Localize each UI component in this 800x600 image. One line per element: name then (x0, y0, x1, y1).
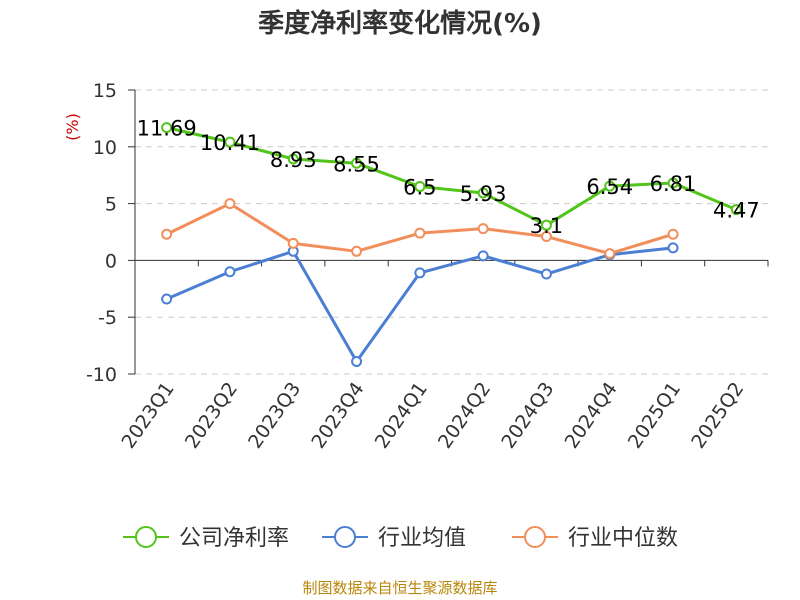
data-point (224, 266, 236, 278)
legend-swatch-marker (524, 526, 546, 548)
data-label: 8.55 (333, 152, 380, 176)
data-point (477, 223, 489, 235)
legend: 公司净利率 行业均值 行业中位数 (123, 526, 678, 551)
series-line-0 (166, 126, 737, 227)
data-point (477, 250, 489, 262)
legend-label: 公司净利率 (179, 526, 289, 551)
series-lines (161, 122, 742, 368)
data-point (540, 219, 552, 231)
data-label: 4.47 (713, 199, 760, 223)
legend-swatch-marker (334, 526, 356, 548)
data-point (414, 181, 426, 193)
data-point (667, 228, 679, 240)
y-axis-unit: (%) (63, 113, 82, 141)
data-point (540, 231, 552, 243)
data-point (540, 268, 552, 280)
data-point (477, 187, 489, 199)
x-tick-label: 2023Q1 (117, 378, 178, 452)
data-label: 6.81 (650, 172, 697, 196)
data-point (224, 136, 236, 148)
y-tick-label: 5 (105, 194, 117, 216)
y-tick-label: 15 (93, 80, 117, 102)
data-point (730, 204, 742, 216)
y-tick-label: -10 (86, 364, 117, 386)
data-point (351, 356, 363, 368)
data-point (604, 248, 616, 260)
source-note: 制图数据来自恒生聚源数据库 (302, 579, 497, 597)
data-point (161, 122, 173, 134)
data-point (604, 180, 616, 192)
data-point (414, 267, 426, 279)
data-label: 10.41 (200, 131, 260, 155)
legend-swatch-marker (135, 526, 157, 548)
x-tick-label: 2023Q4 (307, 378, 368, 452)
data-point (224, 198, 236, 210)
data-label: 6.54 (586, 175, 633, 199)
chart-title: 季度净利率变化情况(%) (258, 8, 542, 39)
data-label: 3.1 (530, 214, 563, 238)
data-point (287, 237, 299, 249)
y-tick-label: 0 (105, 250, 117, 272)
x-tick-label: 2024Q2 (434, 378, 495, 452)
legend-label: 行业均值 (378, 526, 466, 551)
data-point (667, 242, 679, 254)
x-tick-label: 2024Q1 (371, 378, 432, 452)
x-tick-label: 2024Q4 (561, 378, 622, 452)
data-point (351, 245, 363, 257)
data-point (161, 293, 173, 305)
data-label: 5.93 (460, 182, 507, 206)
data-point (161, 228, 173, 240)
data-label: 11.69 (137, 117, 197, 141)
data-point (667, 177, 679, 189)
data-label: 8.93 (270, 148, 317, 172)
data-point (287, 153, 299, 165)
data-point (414, 227, 426, 239)
x-tick-label: 2023Q2 (181, 378, 242, 452)
y-tick-label: 10 (93, 137, 117, 159)
data-label: 6.5 (403, 176, 436, 200)
x-tick-label: 2025Q2 (687, 378, 748, 452)
x-tick-label: 2023Q3 (244, 378, 305, 452)
legend-label: 行业中位数 (568, 526, 678, 551)
x-tick-label: 2024Q3 (497, 378, 558, 452)
y-tick-label: -5 (98, 307, 117, 329)
series-line-1 (166, 246, 674, 364)
data-point (351, 157, 363, 169)
x-tick-label: 2025Q1 (624, 378, 685, 452)
